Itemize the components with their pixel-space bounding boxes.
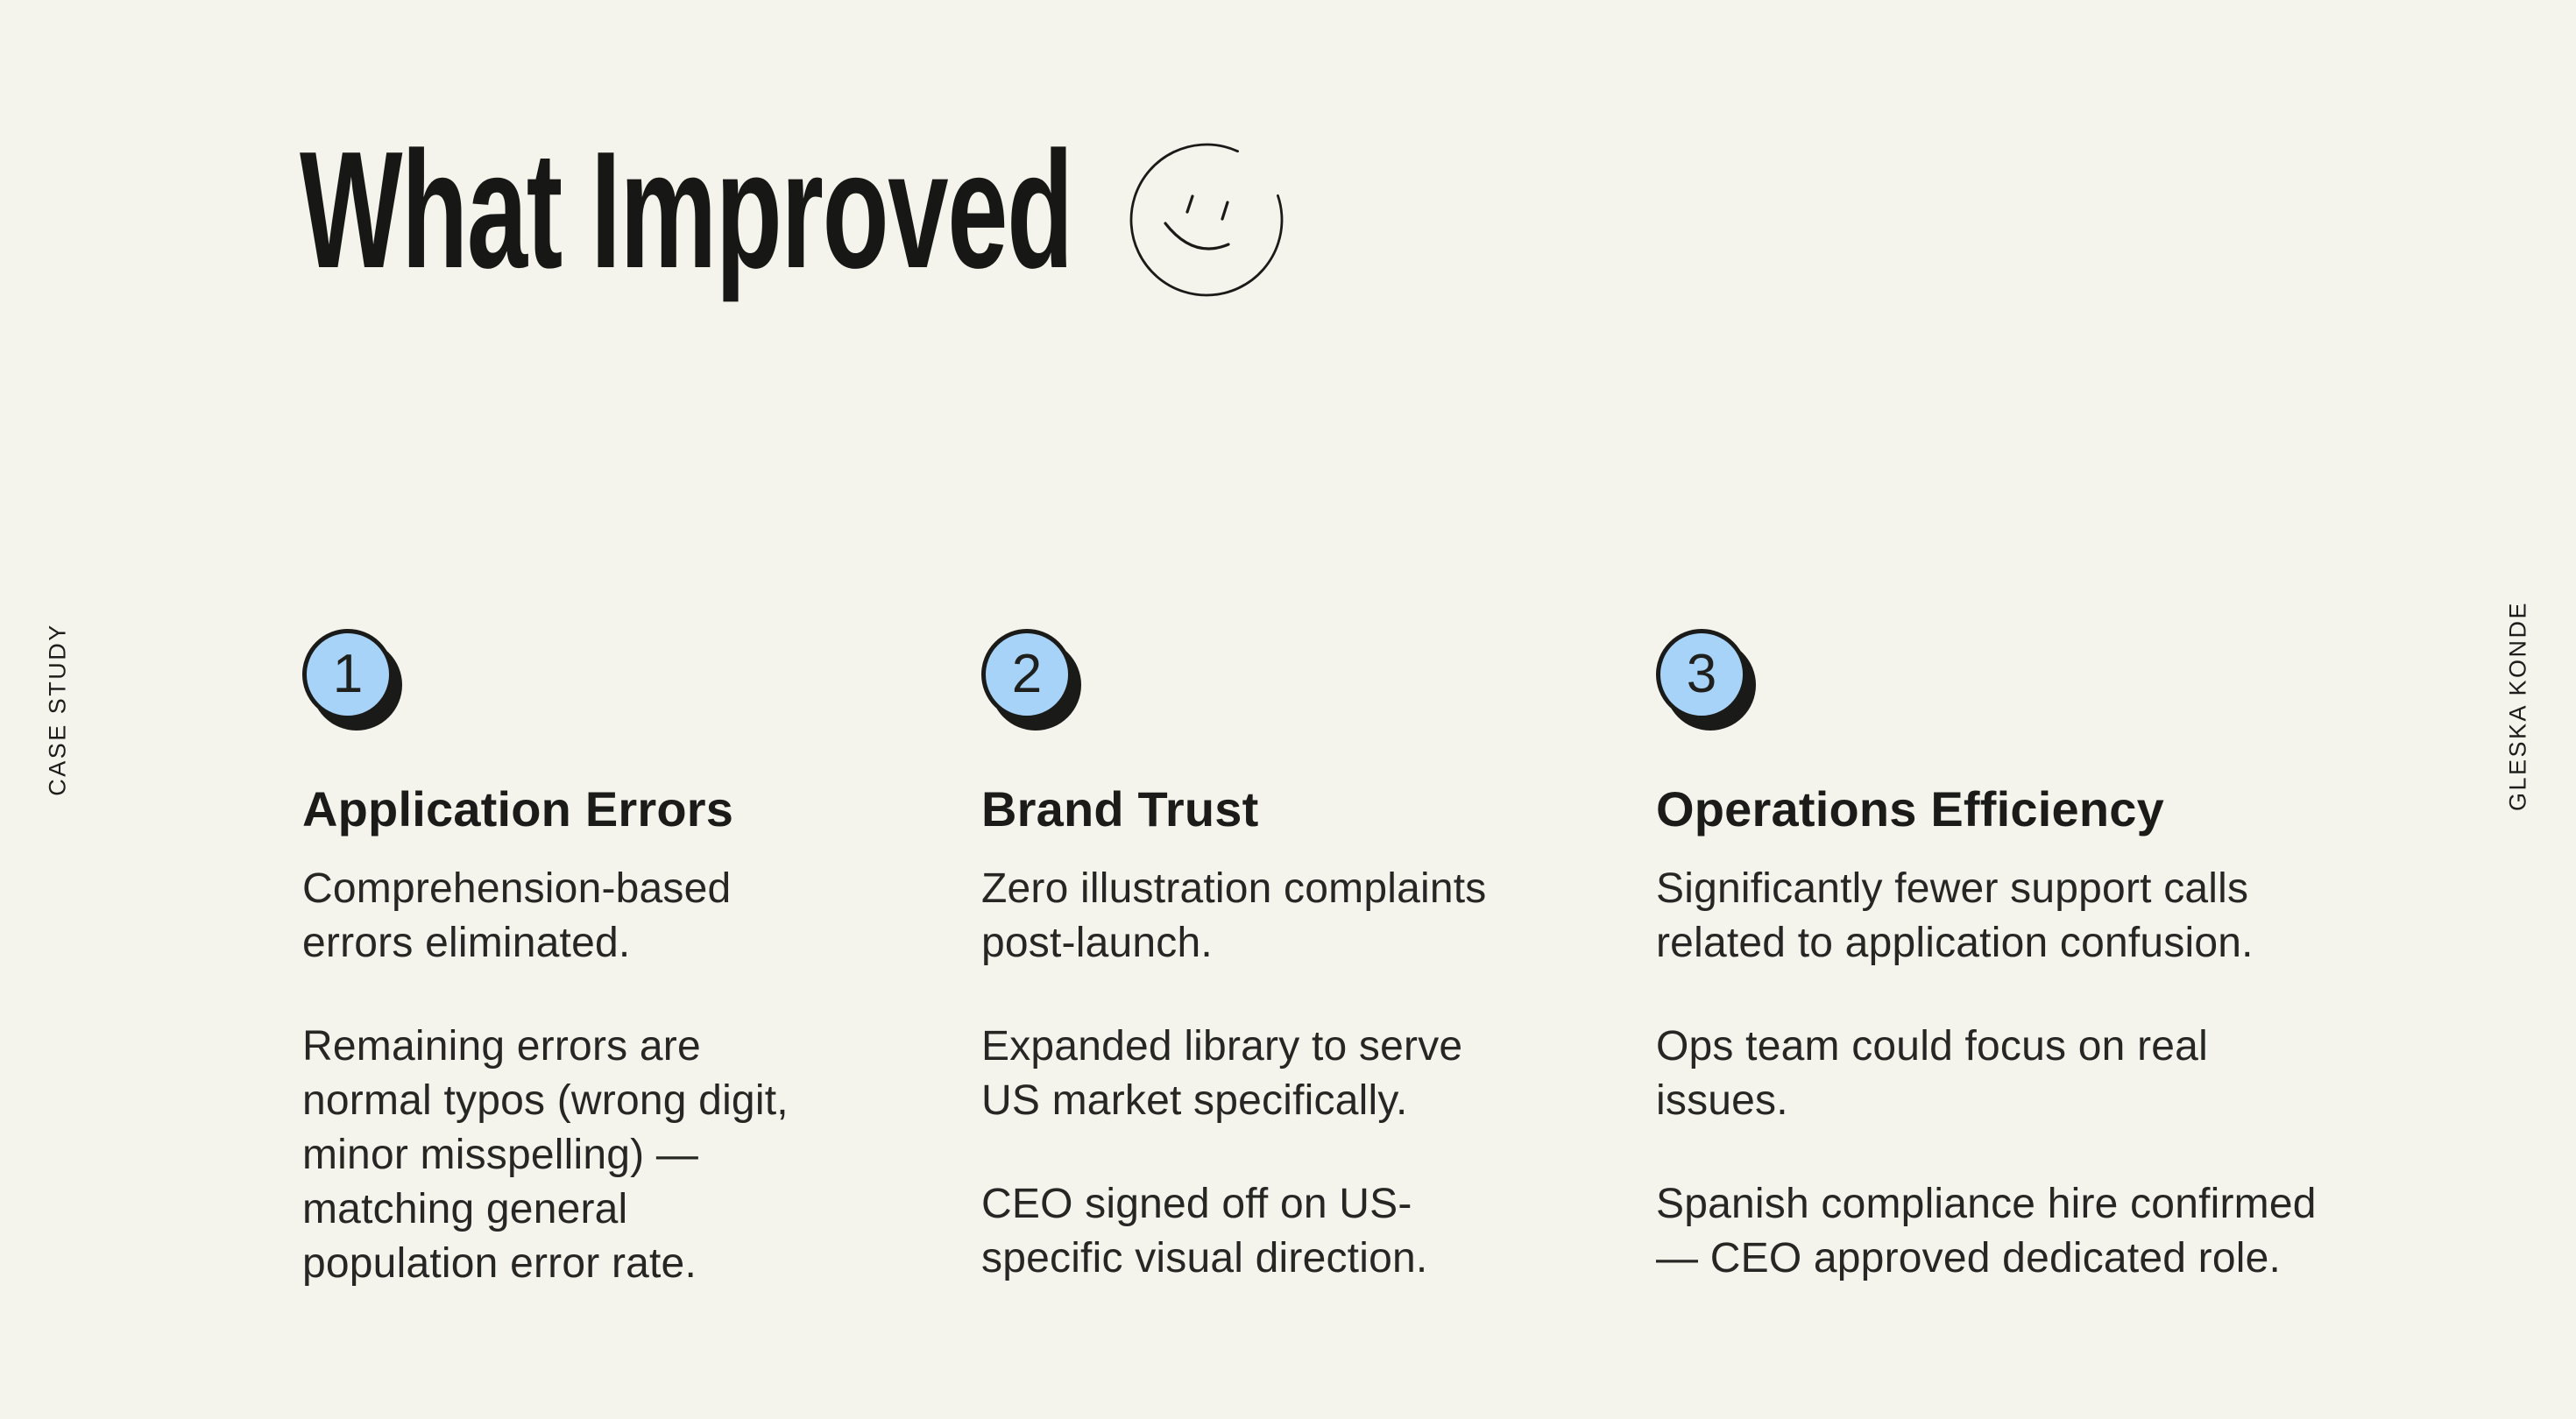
- side-label-author: GLESKA KONDE: [2505, 601, 2532, 811]
- column-operations-efficiency: 3 Operations Efficiency Significantly fe…: [1656, 629, 2410, 1291]
- column-paragraph: Ops team could focus on real issues.: [1656, 1023, 2208, 1124]
- improvement-columns: 1 Application Errors Comprehension-based…: [302, 629, 2410, 1291]
- column-paragraph: Remaining errors are normal typos (wrong…: [302, 1023, 789, 1287]
- badge-number: 2: [1011, 644, 1043, 704]
- column-brand-trust: 2 Brand Trust Zero illustration complain…: [981, 629, 1656, 1291]
- column-paragraph: Significantly fewer support calls relate…: [1656, 865, 2254, 966]
- column-body: Comprehension-based errors eliminated. R…: [302, 862, 981, 1291]
- side-label-case-study: CASE STUDY: [45, 623, 72, 796]
- side-label-right-text: GLESKA KONDE: [2504, 600, 2531, 812]
- column-paragraph: Spanish compliance hire confirmed — CEO …: [1656, 1181, 2317, 1281]
- smiley-face-icon: [1129, 143, 1284, 297]
- column-body: Zero illustration complaints post-launch…: [981, 862, 1656, 1286]
- column-paragraph: Comprehension-based errors eliminated.: [302, 865, 732, 966]
- column-paragraph: CEO signed off on US- specific visual di…: [981, 1181, 1428, 1281]
- column-application-errors: 1 Application Errors Comprehension-based…: [302, 629, 981, 1291]
- number-badge-1: 1: [302, 629, 393, 720]
- column-body: Significantly fewer support calls relate…: [1656, 862, 2410, 1286]
- page-title: What Improved: [300, 117, 1073, 303]
- badge-number: 3: [1686, 644, 1717, 704]
- column-title: Brand Trust: [981, 781, 1259, 837]
- column-title: Application Errors: [302, 781, 734, 837]
- side-label-left-text: CASE STUDY: [44, 623, 71, 796]
- number-badge-2: 2: [981, 629, 1072, 720]
- number-badge-3: 3: [1656, 629, 1747, 720]
- badge-number: 1: [332, 644, 364, 704]
- column-paragraph: Zero illustration complaints post-launch…: [981, 865, 1487, 966]
- column-title: Operations Efficiency: [1656, 781, 2164, 837]
- column-paragraph: Expanded library to serve US market spec…: [981, 1023, 1463, 1124]
